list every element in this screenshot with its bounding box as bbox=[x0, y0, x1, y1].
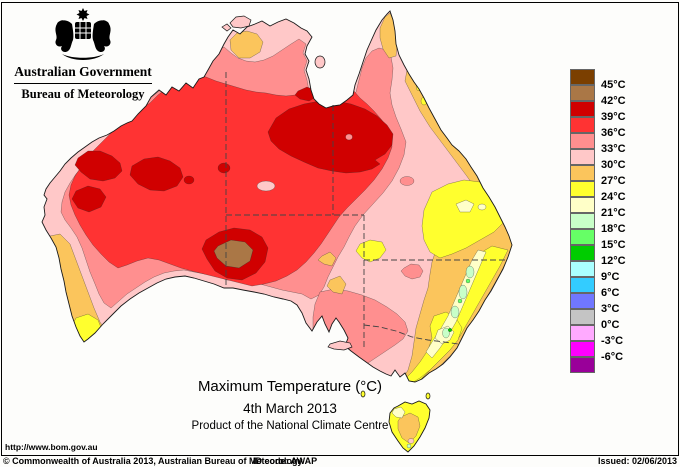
legend-label-36c: 36°C bbox=[601, 127, 626, 139]
legend-label-42c: 42°C bbox=[601, 95, 626, 107]
region-30-33-inlier bbox=[256, 180, 276, 192]
mainland-coastline bbox=[41, 10, 513, 383]
bureau-title: Bureau of Meteorology bbox=[21, 87, 145, 101]
coat-of-arms-icon bbox=[55, 8, 111, 60]
legend-swatch-13 bbox=[570, 277, 595, 293]
groote-eylandt bbox=[314, 55, 326, 69]
copyright-text: © Commonwealth of Australia 2013, Austra… bbox=[3, 456, 303, 466]
region-tas-18-21 bbox=[406, 443, 412, 449]
region-39-42-spot-a bbox=[183, 175, 195, 185]
legend-label-3c: 3°C bbox=[601, 303, 620, 315]
legend-label-30c: 30°C bbox=[601, 159, 626, 171]
region-tas-21-24 bbox=[391, 406, 406, 419]
region-39-42-pilbara-a bbox=[74, 150, 123, 182]
kangaroo-island bbox=[327, 340, 353, 351]
legend-swatch-18 bbox=[570, 357, 595, 373]
legend-label--3c: -3°C bbox=[601, 335, 624, 347]
legend-label--6c: -6°C bbox=[601, 351, 624, 363]
title-block: Maximum Temperature (°C) 4th March 2013 … bbox=[110, 378, 470, 432]
region-18-21-c bbox=[450, 305, 460, 319]
map-product: Product of the National Climate Centre bbox=[191, 420, 389, 432]
temperature-legend: 45°C 42°C 39°C 36°C 33°C 30°C 27°C 24°C 21°C 18°C… bbox=[570, 69, 670, 379]
region-tas-30-33 bbox=[407, 438, 415, 444]
legend-swatch-11 bbox=[570, 245, 595, 261]
legend-swatch-8 bbox=[570, 197, 595, 213]
legend-label-9c: 9°C bbox=[601, 271, 620, 283]
region-39-42-spot-b bbox=[217, 162, 231, 174]
map-frame bbox=[1, 2, 679, 456]
legend-swatch-10 bbox=[570, 229, 595, 245]
legend-label-33c: 33°C bbox=[601, 143, 626, 155]
legend-swatch-4 bbox=[570, 133, 595, 149]
legend-swatch-1 bbox=[570, 85, 595, 101]
region-21-24-qld-a bbox=[455, 199, 475, 213]
region-18-21-a bbox=[465, 265, 475, 279]
region-15-18-b bbox=[457, 298, 463, 304]
map-date: 4th March 2013 bbox=[243, 401, 337, 416]
legend-label-45c: 45°C bbox=[601, 79, 626, 91]
region-24-27-corner bbox=[355, 239, 387, 263]
map-title: Maximum Temperature (°C) bbox=[197, 378, 383, 395]
legend-swatch-14 bbox=[570, 293, 595, 309]
bom-url: http://www.bom.gov.au bbox=[5, 442, 98, 452]
legend-label-12c: 12°C bbox=[601, 255, 626, 267]
legend-label-39c: 39°C bbox=[601, 111, 626, 123]
legend-swatch-3 bbox=[570, 117, 595, 133]
region-33-36-nsw-spot bbox=[400, 263, 424, 280]
region-27-30-sa-patch-a bbox=[317, 251, 337, 267]
region-39-42-pilbara-b bbox=[129, 156, 184, 192]
region-18-21-d bbox=[442, 327, 450, 339]
tiwi-islands bbox=[229, 15, 252, 29]
legend-swatch-12 bbox=[570, 261, 595, 277]
flinders-island bbox=[425, 392, 431, 400]
region-18-21-b bbox=[458, 284, 468, 300]
legend-label-15c: 15°C bbox=[601, 239, 626, 251]
region-12-15-a bbox=[447, 327, 453, 333]
region-21-24-qld-b bbox=[477, 203, 487, 211]
region-39-42-gascoyne bbox=[71, 185, 107, 213]
bathurst-island bbox=[221, 23, 232, 32]
legend-label-27c: 27°C bbox=[601, 175, 626, 187]
legend-swatch-15 bbox=[570, 309, 595, 325]
logo-divider bbox=[14, 83, 152, 84]
government-title: Australian Government bbox=[14, 64, 152, 79]
legend-swatch-16 bbox=[570, 325, 595, 341]
legend-label-0c: 0°C bbox=[601, 319, 620, 331]
region-15-18-a bbox=[465, 278, 471, 284]
region-27-30-sa-patch-b bbox=[326, 275, 347, 295]
legend-label-21c: 21°C bbox=[601, 207, 626, 219]
legend-swatch-5 bbox=[570, 149, 595, 165]
legend-swatch-6 bbox=[570, 165, 595, 181]
king-island bbox=[360, 390, 366, 398]
logo-block: Australian Government Bureau of Meteorol… bbox=[8, 6, 158, 102]
legend-swatch-2 bbox=[570, 101, 595, 117]
legend-label-6c: 6°C bbox=[601, 287, 620, 299]
footer-bar: © Commonwealth of Australia 2013, Austra… bbox=[0, 456, 680, 467]
region-42-45-core bbox=[213, 239, 254, 269]
region-33-36-qld-spot bbox=[399, 176, 415, 186]
region-24-27-seqld bbox=[421, 179, 509, 259]
issued-text: Issued: 02/06/2013 bbox=[597, 456, 677, 466]
id-code-text: ID code: AWAP bbox=[253, 456, 318, 466]
legend-label-18c: 18°C bbox=[601, 223, 626, 235]
offshore-islands bbox=[221, 15, 431, 400]
tasmania-coastline bbox=[388, 400, 431, 453]
legend-label-24c: 24°C bbox=[601, 191, 626, 203]
legend-swatch-0 bbox=[570, 69, 595, 85]
legend-swatch-9 bbox=[570, 213, 595, 229]
legend-swatch-7 bbox=[570, 181, 595, 197]
legend-swatch-17 bbox=[570, 341, 595, 357]
state-borders bbox=[225, 72, 505, 348]
region-33-36-inlier-central bbox=[345, 133, 353, 141]
